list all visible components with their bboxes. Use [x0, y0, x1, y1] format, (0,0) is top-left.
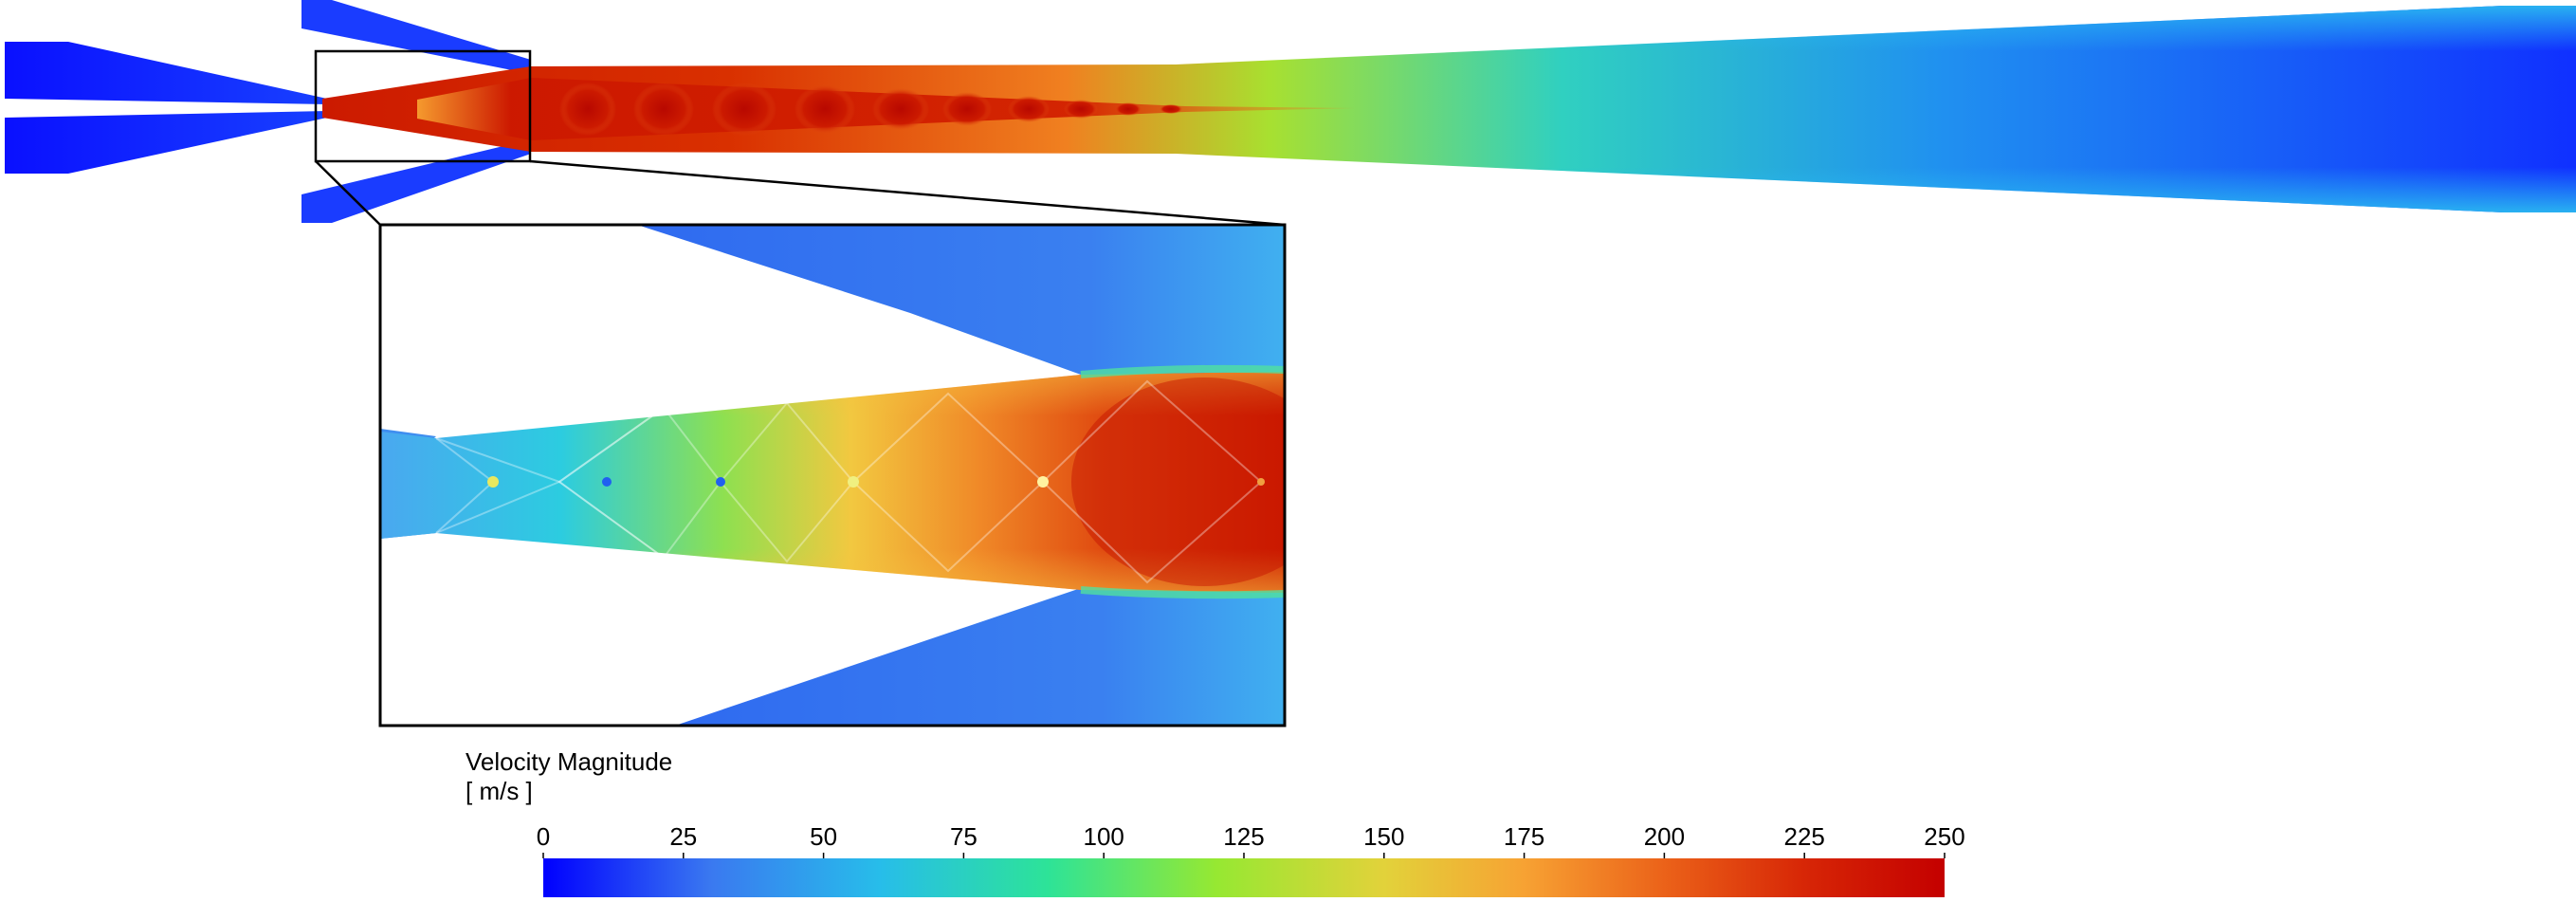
inset-upper-shear [1080, 364, 1285, 378]
shock-cell [1008, 96, 1050, 122]
jet-plume-shear-layer [322, 6, 2576, 212]
inset-lower-shear [1080, 586, 1285, 599]
shock-node [716, 477, 725, 487]
lower-inlet-nozzle [5, 111, 327, 174]
zoom-region-box [314, 49, 532, 163]
shock-cell [942, 92, 992, 126]
colorbar-legend: 0 25 50 75 100 125 150 175 200 225 250 [537, 822, 1965, 897]
colorbar-tick-label: 75 [950, 822, 977, 851]
colorbar-tick-label: 125 [1223, 822, 1264, 851]
colorbar-tick-label: 150 [1363, 822, 1404, 851]
shock-node [1037, 476, 1049, 488]
shock-cell [1064, 100, 1098, 119]
zoom-inset [378, 223, 1287, 727]
shock-cell [872, 88, 929, 130]
colorbar-tick-label: 50 [810, 822, 837, 851]
inset-lower-arm [675, 588, 1285, 726]
colorbar-tick-label: 100 [1084, 822, 1124, 851]
zoom-connector-bottom [315, 160, 381, 226]
shock-cell [1160, 104, 1182, 114]
legend-title: Velocity Magnitude [466, 747, 673, 776]
colorbar-tick-label: 200 [1644, 822, 1685, 851]
inset-jet-shear [380, 372, 1285, 593]
shock-cell [633, 83, 694, 136]
shock-cell [712, 83, 776, 136]
shock-cell [1115, 102, 1142, 116]
shock-node [602, 477, 612, 487]
shock-cells [559, 83, 1182, 136]
zoom-connector-top [529, 159, 1286, 227]
zoom-inset-frame [378, 223, 1287, 727]
upper-inlet-nozzle [5, 42, 327, 104]
inset-hot-core [1071, 377, 1285, 586]
shock-cell [795, 84, 855, 134]
colorbar-tick-label: 175 [1504, 822, 1544, 851]
colorbar-tick-label: 0 [537, 822, 550, 851]
colorbar-tick-label: 25 [669, 822, 697, 851]
shock-node [848, 476, 859, 488]
legend-units: [ m/s ] [466, 777, 533, 805]
overview-contour [5, 0, 2576, 227]
shock-node [1257, 478, 1265, 486]
shock-cell [559, 83, 616, 136]
shock-node [487, 476, 499, 488]
colorbar-ticks: 0 25 50 75 100 125 150 175 200 225 250 [537, 822, 1965, 858]
colorbar-tick-label: 225 [1784, 822, 1825, 851]
inset-upper-arm [637, 225, 1285, 375]
colorbar [543, 858, 1945, 897]
upper-secondary-arm [301, 0, 531, 74]
colorbar-tick-label: 250 [1924, 822, 1964, 851]
shock-nodes [487, 476, 1265, 488]
